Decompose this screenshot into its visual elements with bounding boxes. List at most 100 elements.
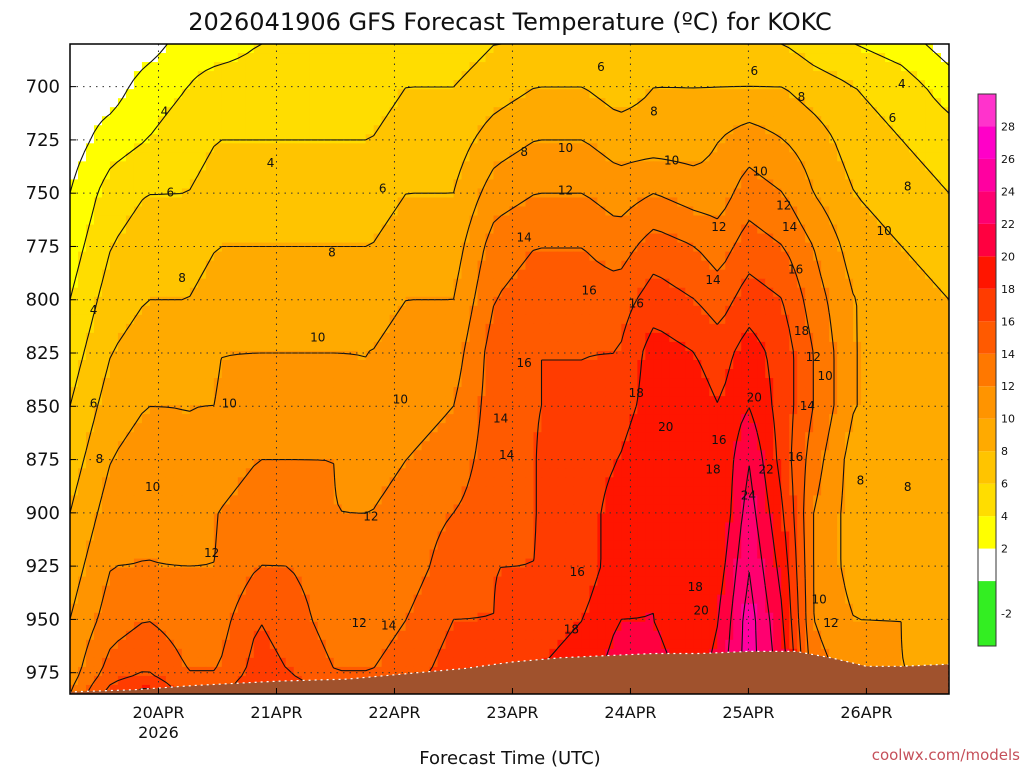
- field-cell: [885, 350, 894, 361]
- field-cell: [101, 378, 111, 388]
- field-cell: [357, 432, 367, 442]
- field-cell: [637, 179, 646, 190]
- field-cell: [341, 369, 351, 379]
- field-cell: [917, 62, 926, 72]
- field-cell: [413, 53, 423, 63]
- field-cell: [205, 450, 215, 460]
- field-cell: [317, 71, 327, 81]
- field-cell: [133, 251, 143, 262]
- field-cell: [549, 116, 559, 126]
- field-cell: [701, 260, 710, 271]
- field-cell: [93, 323, 103, 334]
- field-cell: [845, 107, 854, 117]
- field-cell: [245, 179, 255, 190]
- field-cell: [101, 251, 111, 262]
- field-cell: [205, 107, 215, 117]
- field-cell: [197, 378, 207, 388]
- field-cell: [405, 179, 415, 190]
- field-cell: [445, 152, 455, 162]
- field-cell: [381, 332, 391, 343]
- field-cell: [205, 378, 215, 388]
- field-cell: [613, 107, 622, 117]
- field-cell: [605, 314, 614, 325]
- field-cell: [757, 179, 766, 190]
- field-cell: [333, 378, 343, 388]
- field-cell: [901, 134, 910, 144]
- field-cell: [669, 251, 678, 262]
- field-cell: [309, 62, 319, 72]
- field-cell: [85, 450, 95, 460]
- field-cell: [533, 62, 543, 72]
- field-cell: [205, 233, 215, 244]
- field-cell: [157, 89, 167, 99]
- field-cell: [581, 152, 591, 162]
- field-cell: [829, 369, 838, 379]
- field-cell: [445, 116, 455, 126]
- field-cell: [653, 305, 662, 316]
- field-cell: [261, 269, 271, 280]
- field-cell: [237, 423, 247, 433]
- field-cell: [829, 359, 838, 370]
- field-cell: [269, 89, 279, 99]
- field-cell: [141, 242, 151, 253]
- field-cell: [669, 369, 678, 379]
- field-cell: [70, 441, 79, 451]
- field-cell: [213, 233, 223, 244]
- field-cell: [837, 441, 846, 451]
- field-cell: [109, 107, 119, 117]
- field-cell: [709, 161, 718, 171]
- field-cell: [405, 134, 415, 144]
- field-cell: [589, 53, 598, 63]
- field-cell: [181, 80, 191, 90]
- field-cell: [557, 260, 567, 271]
- field-cell: [789, 179, 798, 190]
- field-cell: [437, 215, 447, 226]
- field-cell: [525, 341, 535, 352]
- field-cell: [925, 89, 934, 99]
- field-cell: [517, 116, 527, 126]
- field-cell: [821, 197, 830, 208]
- field-cell: [837, 233, 846, 244]
- field-cell: [237, 441, 247, 451]
- field-cell: [141, 423, 151, 433]
- field-cell: [277, 80, 287, 90]
- field-cell: [309, 405, 319, 415]
- field-cell: [861, 98, 870, 108]
- field-cell: [781, 143, 790, 153]
- field-cell: [381, 143, 391, 153]
- field-cell: [829, 432, 838, 442]
- field-cell: [181, 260, 191, 271]
- field-cell: [637, 143, 646, 153]
- field-cell: [485, 432, 495, 442]
- field-cell: [781, 80, 790, 90]
- field-cell: [781, 98, 790, 108]
- field-cell: [829, 296, 838, 307]
- field-cell: [245, 215, 255, 226]
- field-cell: [357, 450, 367, 460]
- field-cell: [557, 215, 567, 226]
- field-cell: [829, 251, 838, 262]
- field-cell: [205, 188, 215, 199]
- field-cell: [541, 242, 551, 253]
- field-cell: [781, 405, 790, 415]
- field-cell: [917, 197, 926, 208]
- field-cell: [277, 197, 287, 208]
- field-cell: [533, 414, 543, 424]
- field-cell: [845, 197, 854, 208]
- field-cell: [701, 44, 710, 54]
- field-cell: [245, 44, 255, 54]
- field-cell: [141, 125, 151, 135]
- field-cell: [901, 305, 910, 316]
- field-cell: [565, 134, 575, 144]
- field-cell: [125, 215, 135, 226]
- field-cell: [885, 441, 894, 451]
- field-cell: [661, 98, 670, 108]
- field-cell: [445, 432, 455, 442]
- field-cell: [477, 89, 487, 99]
- field-cell: [789, 215, 798, 226]
- field-cell: [845, 369, 854, 379]
- field-cell: [509, 71, 519, 81]
- field-cell: [133, 62, 143, 72]
- field-cell: [677, 215, 686, 226]
- field-cell: [917, 152, 926, 162]
